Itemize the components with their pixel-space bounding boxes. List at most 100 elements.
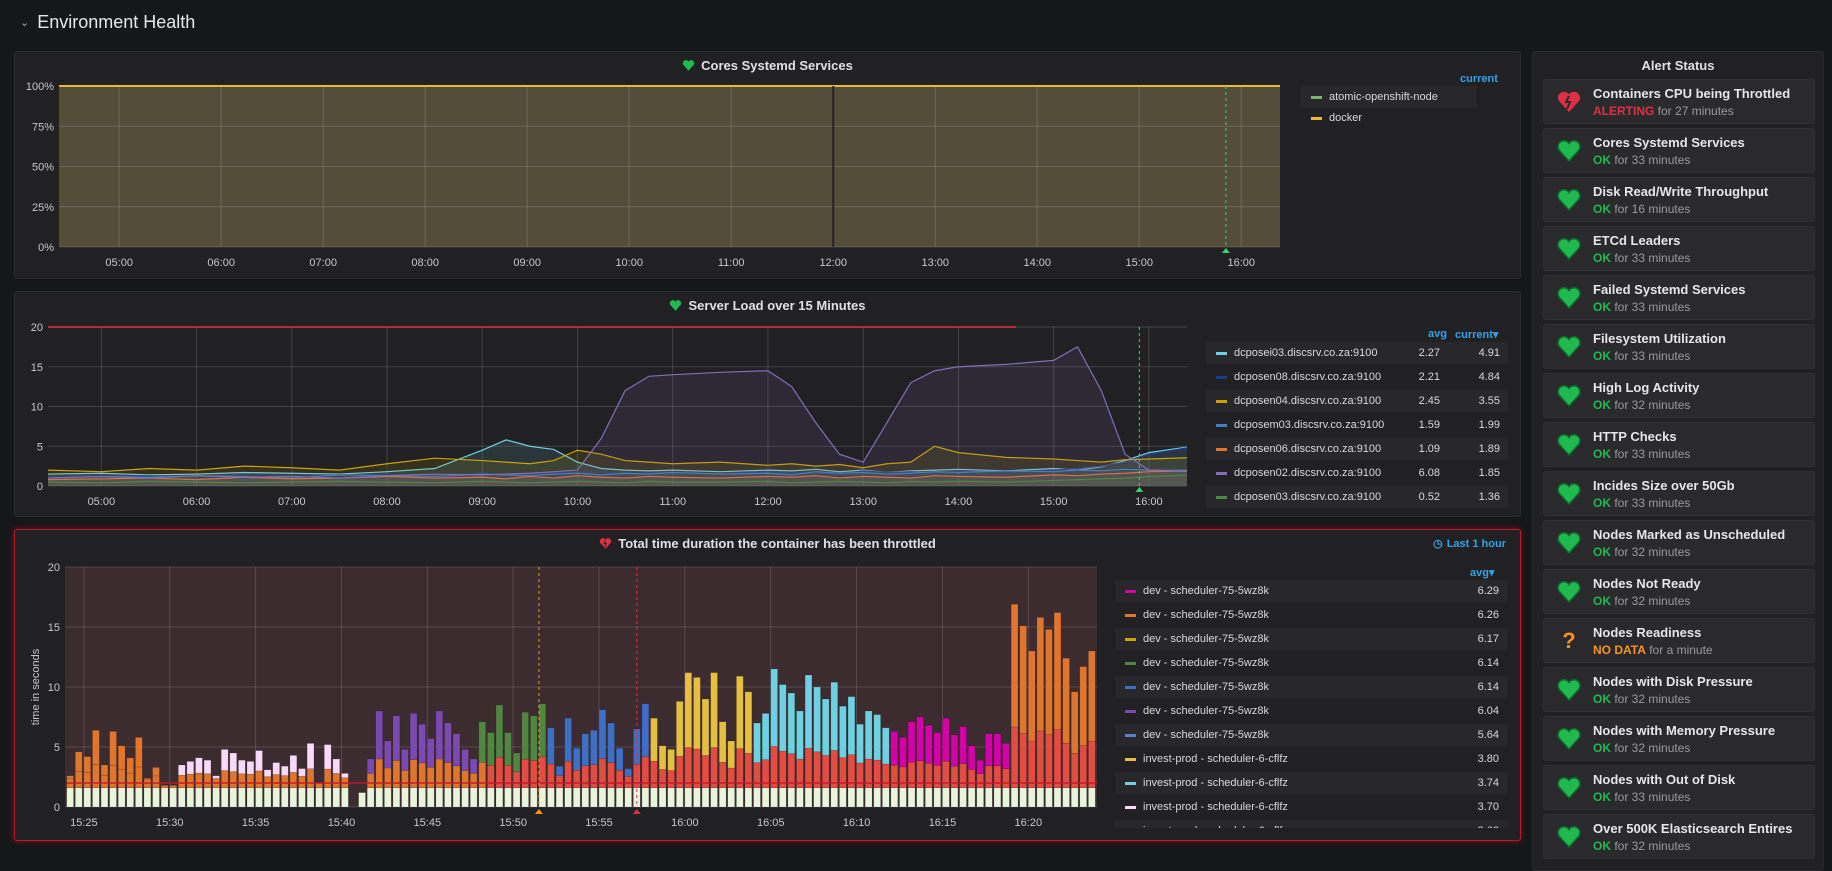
bar-segment [942, 717, 950, 762]
bar-segment [263, 787, 272, 808]
bar-segment [238, 759, 246, 775]
legend-item[interactable]: dcposen08.discsrv.co.za:9100 2.21 4.84 [1206, 366, 1508, 388]
bar-segment [324, 744, 332, 770]
panel-throttled-duration: Total time duration the container has be… [14, 529, 1521, 841]
bar-segment [366, 758, 375, 774]
alert-item[interactable]: Over 500K Elasticsearch Entires OK for 32… [1543, 814, 1815, 859]
legend-item[interactable]: dcposen04.discsrv.co.za:9100 2.45 3.55 [1206, 390, 1508, 412]
row-title: Environment Health [37, 12, 196, 32]
bar-segment [178, 774, 186, 789]
bar-segment [942, 787, 950, 808]
y-tick-label: 10 [48, 682, 60, 694]
legend-item[interactable]: dev - scheduler-75-5wz8k 6.14 [1115, 676, 1507, 698]
legend-header-avg[interactable]: avg [1428, 328, 1447, 340]
heart-ok-icon [1556, 531, 1582, 555]
alert-item[interactable]: Nodes with Memory Pressure OK for 32 minu… [1543, 716, 1815, 761]
legend-item[interactable]: dev - scheduler-75-5wz8k 6.29 [1115, 580, 1507, 602]
legend-item[interactable]: dcposen02.discsrv.co.za:9100 6.08 1.85 [1206, 462, 1508, 484]
alert-item[interactable]: Incides Size over 50Gb OK for 33 minutes [1543, 471, 1815, 516]
bar-segment [1062, 657, 1070, 744]
series-line [47, 445, 1188, 473]
chevron-down-icon[interactable]: ⌄ [20, 17, 30, 29]
x-tick-label: 13:00 [849, 496, 877, 508]
legend-header-current[interactable]: current▾ [1455, 329, 1499, 341]
panel-title[interactable]: Total time duration the container has be… [15, 536, 1520, 551]
bar-segment [925, 763, 933, 789]
row-header[interactable]: ⌄ Environment Health [20, 12, 195, 33]
series-color-swatch [1125, 685, 1136, 689]
alert-item[interactable]: Nodes Marked as Unscheduled OK for 32 min… [1543, 520, 1815, 565]
series-name: invest-prod - scheduler-6-cflfz [1143, 753, 1288, 765]
bar-segment [461, 787, 469, 808]
bar-segment [856, 762, 864, 789]
bar-segment [967, 769, 976, 789]
panel-title[interactable]: Alert Status [1641, 58, 1715, 73]
alert-item[interactable]: HTTP Checks OK for 33 minutes [1543, 422, 1815, 467]
legend-item[interactable]: dcposem03.discsrv.co.za:9100 1.59 1.99 [1206, 414, 1508, 436]
legend-header-avg[interactable]: avg▾ [1470, 567, 1495, 579]
legend-item[interactable]: invest-prod - scheduler-6-cflfz 3.70 [1115, 796, 1507, 818]
legend-item[interactable]: dev - scheduler-75-5wz8k 5.64 [1115, 724, 1507, 746]
panel-title[interactable]: Server Load over 15 Minutes [15, 298, 1520, 313]
bar-segment [787, 692, 796, 754]
bar-segment [787, 787, 796, 808]
bar-segment [564, 787, 572, 808]
y-tick-label: 0% [38, 242, 54, 254]
heart-broken-icon [600, 538, 612, 549]
alert-item[interactable]: Nodes with Out of Disk OK for 33 minutes [1543, 765, 1815, 810]
legend-item[interactable]: atomic-openshift-node [1301, 86, 1477, 108]
bar-segment [1028, 787, 1036, 808]
bar-segment [581, 765, 589, 789]
bar-segment [358, 792, 366, 808]
bar-segment [856, 723, 864, 764]
time-range-link[interactable]: ◷ Last 1 hour [1433, 537, 1506, 551]
legend-header-current[interactable]: current [1460, 73, 1498, 85]
panel-cores-systemd-services: Cores Systemd Services 0% 25% 50% 75% 100% 05… [14, 51, 1521, 279]
bar-segment [452, 787, 461, 808]
alert-item[interactable]: Cores Systemd Services OK for 33 minutes [1543, 128, 1815, 173]
bar-segment [332, 787, 340, 808]
legend-item[interactable]: docker [1301, 107, 1477, 129]
legend-item[interactable]: dev - scheduler-75-5wz8k 6.14 [1115, 652, 1507, 674]
bar-segment [452, 733, 461, 767]
alert-item[interactable]: Containers CPU being Throttled ALERTING f… [1543, 79, 1815, 124]
legend-item[interactable]: dev - scheduler-75-5wz8k 6.26 [1115, 604, 1507, 626]
heart-ok-icon [1556, 433, 1582, 457]
bar-segment [75, 787, 83, 808]
alert-item[interactable]: ETCd Leaders OK for 33 minutes [1543, 226, 1815, 271]
bar-segment [255, 750, 263, 772]
legend-item[interactable]: dcposen06.discsrv.co.za:9100 1.09 1.89 [1206, 438, 1508, 460]
bar-segment [830, 787, 838, 808]
bar-segment [427, 767, 435, 789]
legend-item[interactable]: invest-prod - scheduler-6-cflfz 3.74 [1115, 772, 1507, 794]
bar-segment [255, 770, 263, 789]
legend-item[interactable]: dcposei03.discsrv.co.za:9100 2.27 4.91 [1206, 342, 1508, 364]
series-name: dev - scheduler-75-5wz8k [1143, 705, 1269, 717]
alert-item[interactable]: Failed Systemd Services OK for 33 minutes [1543, 275, 1815, 320]
bar-segment [1002, 768, 1010, 789]
alert-item[interactable]: Nodes with Disk Pressure OK for 32 minute… [1543, 667, 1815, 712]
alert-item[interactable]: ? Nodes Readiness NO DATA for a minute [1543, 618, 1815, 663]
series-avg: 6.17 [1477, 633, 1499, 645]
bar-segment [882, 763, 890, 789]
alert-item[interactable]: Filesystem Utilization OK for 33 minutes [1543, 324, 1815, 369]
series-area [48, 446, 1187, 486]
bar-segment [624, 787, 632, 808]
legend-item[interactable]: invest-prod - scheduler-6-cflfz 3.80 [1115, 748, 1507, 770]
bar-segment [615, 769, 624, 789]
alert-item[interactable]: Nodes Not Ready OK for 32 minutes [1543, 569, 1815, 614]
bar-segment [993, 733, 1002, 767]
series-avg: 1.59 [1418, 419, 1440, 431]
panel-title[interactable]: Cores Systemd Services [15, 58, 1520, 73]
bar-segment [135, 737, 143, 768]
alert-item[interactable]: Disk Read/Write Throughput OK for 16 minu… [1543, 177, 1815, 222]
legend-item[interactable]: dev - scheduler-75-5wz8k 6.04 [1115, 700, 1507, 722]
bar-segment [590, 787, 598, 808]
bar-segment [195, 787, 203, 808]
series-name: dev - scheduler-75-5wz8k [1143, 633, 1269, 645]
legend-item[interactable]: dcposen03.discsrv.co.za:9100 0.52 1.36 [1206, 486, 1508, 508]
bar-segment [221, 770, 229, 789]
legend-item[interactable]: dev - scheduler-75-5wz8k 6.17 [1115, 628, 1507, 650]
alert-item[interactable]: High Log Activity OK for 32 minutes [1543, 373, 1815, 418]
